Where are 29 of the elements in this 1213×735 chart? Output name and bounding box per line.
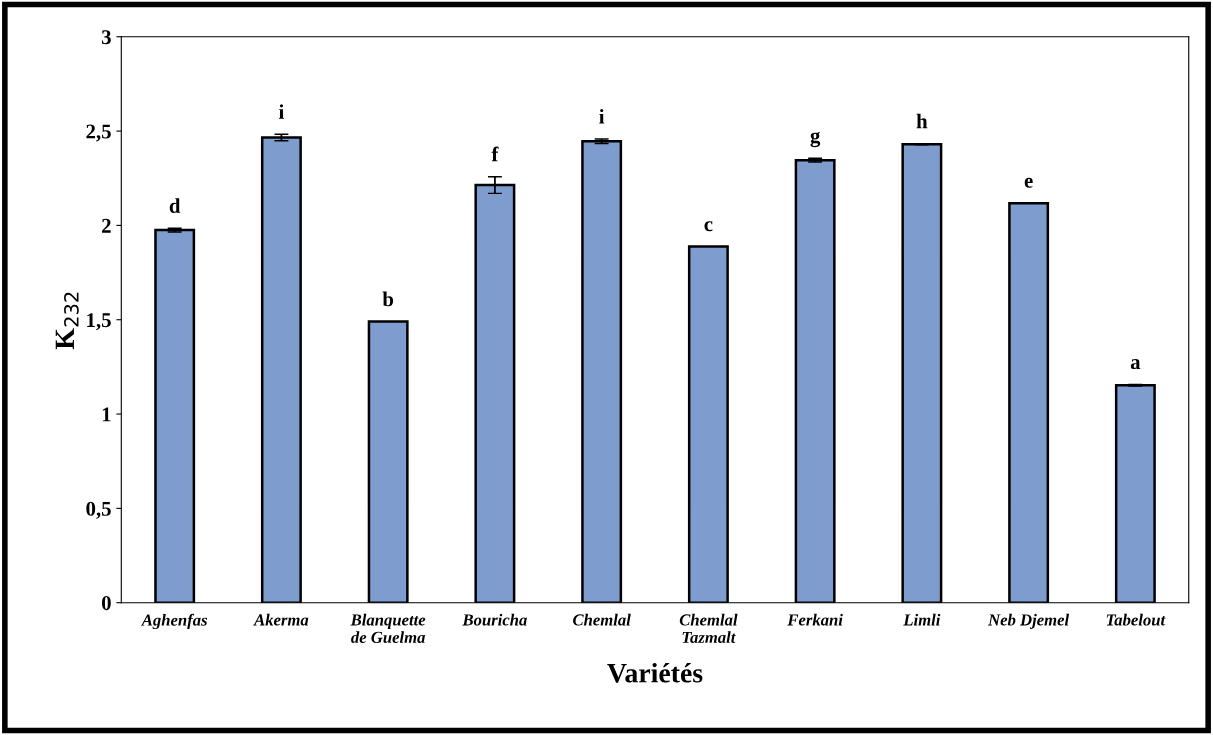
data-label: a xyxy=(1130,359,1141,370)
x-tick-label: Neb Djemel xyxy=(987,613,1070,629)
y-tick-label: 1 xyxy=(102,407,111,422)
x-tick-label: Tabelout xyxy=(1106,613,1166,626)
x-axis-title: Variétés xyxy=(607,662,703,683)
y-tick-label: 1,5 xyxy=(87,313,111,331)
data-label: i xyxy=(599,108,605,124)
y-tick-label: 3 xyxy=(101,30,111,45)
data-label: d xyxy=(169,198,181,213)
y-tick-label: 0,5 xyxy=(86,501,111,519)
data-label: f xyxy=(491,146,499,162)
x-tick-label: Blanquette de Guelma xyxy=(350,613,426,643)
x-tick-label: Aghenfas xyxy=(140,613,208,630)
data-label: g xyxy=(810,131,821,148)
x-tick-label: Chemlal Tazmalt xyxy=(679,613,738,643)
y-tick-label: 2 xyxy=(102,218,111,233)
data-label: e xyxy=(1024,177,1033,188)
x-tick-label: Ferkani xyxy=(787,613,843,626)
y-tick-label: 2,5 xyxy=(86,124,111,142)
x-tick-label: Limli xyxy=(903,613,941,626)
data-label: c xyxy=(704,221,713,232)
x-tick-label: Akerma xyxy=(253,613,309,626)
y-tick-label: 0 xyxy=(101,596,111,611)
data-label: i xyxy=(278,104,284,119)
y-axis-title: K$_{232}$ xyxy=(55,292,79,350)
x-tick-label: Bouricha xyxy=(462,613,527,626)
data-label: b xyxy=(382,291,394,307)
x-tick-label: Chemlal xyxy=(573,613,631,626)
data-label: h xyxy=(916,113,928,129)
